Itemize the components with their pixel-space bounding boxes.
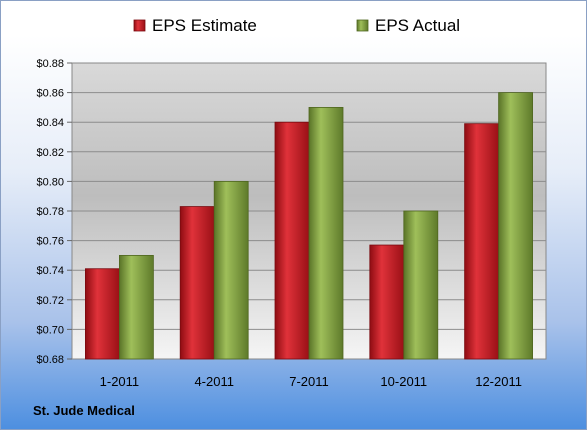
x-tick-label: 7-2011 [289, 374, 329, 389]
x-tick-label: 12-2011 [475, 374, 522, 389]
x-tick-label: 1-2011 [100, 374, 140, 389]
x-tick-label: 10-2011 [380, 374, 427, 389]
legend-label-actual: EPS Actual [375, 16, 460, 35]
legend-swatch-estimate [133, 19, 146, 32]
y-axis: $0.68 $0.70 $0.72 $0.74 $0.76 $0.78 $0.80 $0.82… [36, 58, 72, 366]
y-tick-label: $0.80 [36, 176, 64, 188]
y-tick-label: $0.88 [36, 58, 64, 70]
y-tick-label: $0.86 [36, 88, 64, 100]
y-tick-label: $0.82 [36, 147, 64, 159]
bar-eps-estimate [179, 206, 215, 360]
bar-eps-actual [498, 92, 534, 360]
bar-eps-estimate [369, 244, 405, 360]
bar-eps-estimate [85, 268, 120, 360]
bar-eps-estimate [464, 123, 500, 360]
company-name: St. Jude Medical [33, 403, 135, 418]
bar-eps-actual [403, 210, 439, 360]
x-tick-label: 4-2011 [194, 374, 234, 389]
y-tick-label: $0.74 [36, 265, 64, 277]
y-tick-label: $0.78 [36, 206, 64, 218]
y-tick-label: $0.84 [36, 117, 64, 129]
legend-label-estimate: EPS Estimate [152, 16, 257, 35]
y-tick-label: $0.72 [36, 295, 64, 307]
bar-eps-actual [213, 180, 249, 360]
x-axis: 1-2011 4-2011 7-2011 10-2011 12-2011 [100, 374, 522, 389]
legend: EPS Estimate EPS Actual [133, 16, 460, 35]
bar-eps-actual [308, 107, 344, 360]
y-tick-label: $0.70 [36, 324, 64, 336]
bars [85, 92, 534, 360]
bar-eps-estimate [274, 121, 310, 360]
y-tick-label: $0.68 [36, 354, 64, 366]
legend-swatch-actual [356, 19, 369, 32]
y-tick-label: $0.76 [36, 236, 64, 248]
bar-eps-actual [119, 254, 154, 360]
